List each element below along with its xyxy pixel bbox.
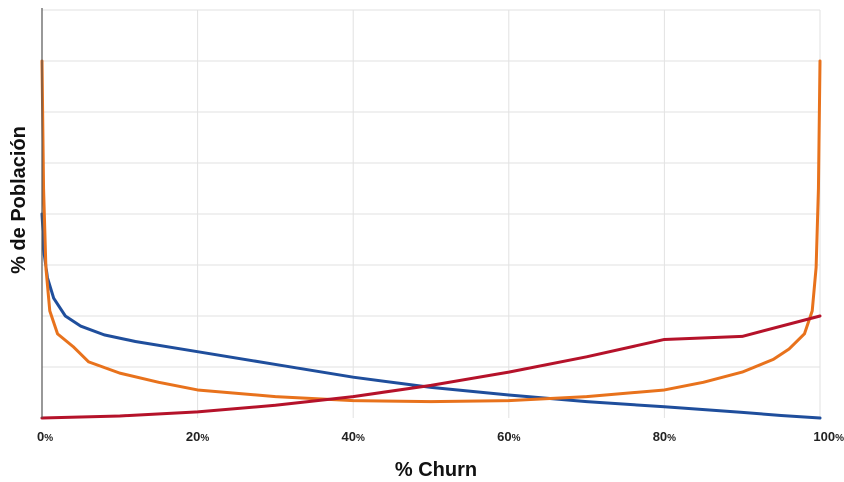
x-tick-number: 80 <box>653 429 667 444</box>
x-tick-number: 0 <box>37 429 44 444</box>
x-axis-title: % Churn <box>395 459 477 481</box>
x-tick-number: 20 <box>186 429 200 444</box>
x-tick-label: 40% <box>342 429 365 444</box>
x-tick-number: 40 <box>342 429 356 444</box>
x-tick-unit: % <box>835 433 844 444</box>
x-tick-unit: % <box>667 433 676 444</box>
x-tick-unit: % <box>356 433 365 444</box>
x-tick-unit: % <box>200 433 209 444</box>
x-tick-label: 20% <box>186 429 209 444</box>
x-tick-label: 100% <box>813 429 844 444</box>
grid-lines <box>42 9 821 418</box>
series-line-2 <box>40 59 822 404</box>
x-tick-unit: % <box>44 433 53 444</box>
x-tick-unit: % <box>512 433 521 444</box>
series-line-1 <box>40 212 822 420</box>
x-tick-number: 60 <box>497 429 511 444</box>
x-tick-label: 80% <box>653 429 676 444</box>
x-tick-label: 0% <box>37 429 53 444</box>
series-group <box>40 59 822 420</box>
x-tick-labels: 0% 20% 40% 60% 80% 100% <box>37 429 844 444</box>
x-tick-number: 100 <box>813 429 835 444</box>
series-line-3 <box>40 314 822 420</box>
x-tick-label: 60% <box>497 429 520 444</box>
y-axis-title: % de Población <box>8 126 30 274</box>
